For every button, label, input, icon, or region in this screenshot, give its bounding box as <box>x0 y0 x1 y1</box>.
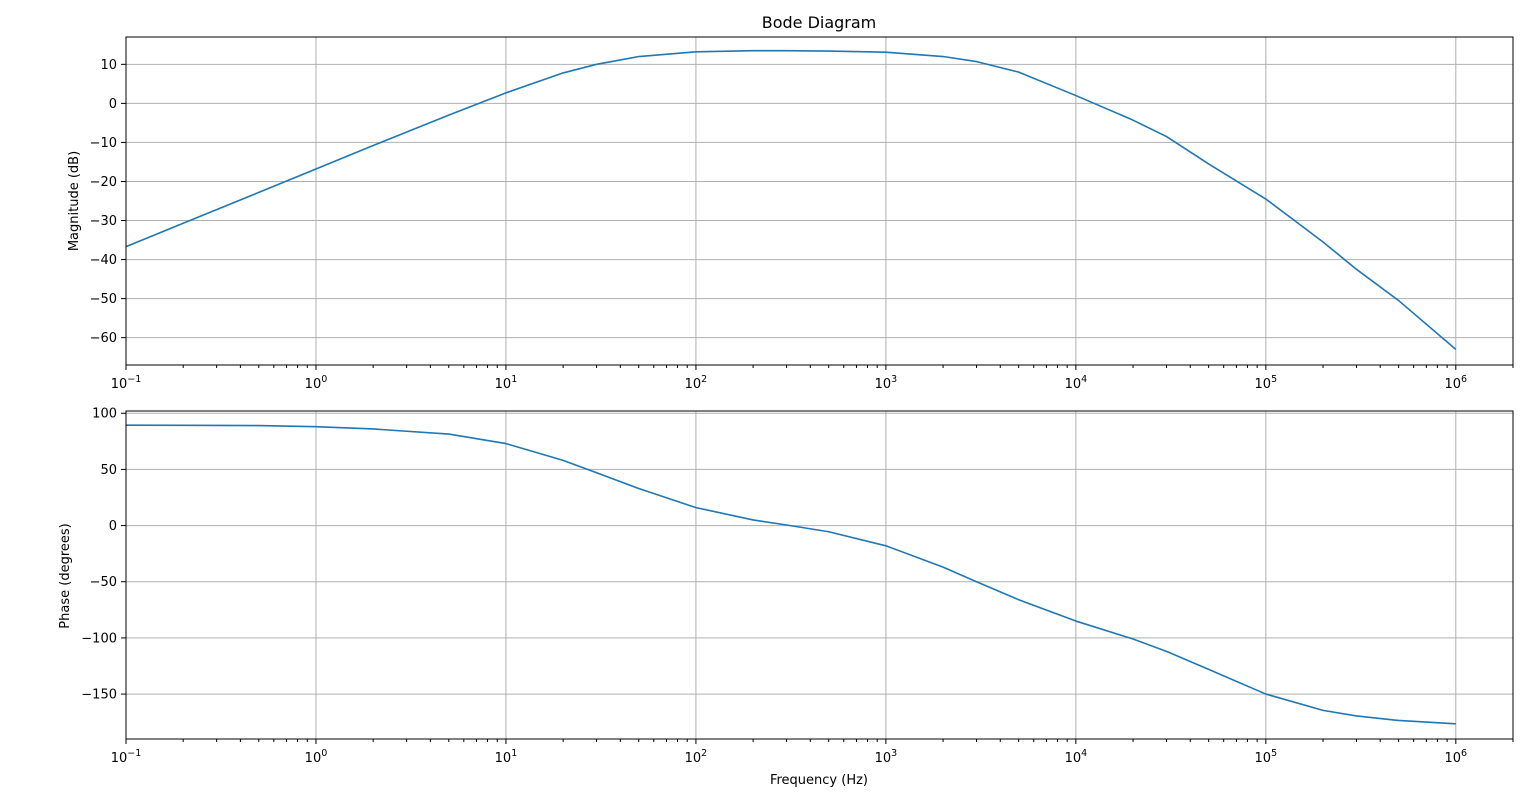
magnitude-axes-frame <box>125 36 1514 366</box>
phase-x-tick-label: 101 <box>495 748 518 766</box>
magnitude-y-axis-label: Magnitude (dB) <box>67 151 82 251</box>
magnitude-y-tick-label: −50 <box>90 292 117 307</box>
magnitude-y-tick-label: 0 <box>109 97 117 112</box>
magnitude-x-tick-label: 10−1 <box>111 374 142 392</box>
magnitude-y-tick-label: −30 <box>90 214 117 229</box>
phase-y-tick-label: 50 <box>100 463 117 478</box>
phase-y-axis-label: Phase (degrees) <box>58 523 73 628</box>
phase-x-tick-label: 100 <box>305 748 328 766</box>
magnitude-x-tick-label: 106 <box>1445 374 1468 392</box>
frequency-x-axis-label: Frequency (Hz) <box>770 773 868 788</box>
magnitude-x-tick-label: 102 <box>685 374 708 392</box>
phase-y-tick-label: −100 <box>81 631 117 646</box>
phase-y-tick-label: −150 <box>81 688 117 703</box>
phase-axes-frame <box>125 410 1514 740</box>
magnitude-y-tick-label: 10 <box>100 58 117 73</box>
phase-x-tick-label: 105 <box>1255 748 1278 766</box>
phase-axes: 10−1 100 101 102 103 104 105 106 100 50 0 −50 −100 −1… <box>81 407 1514 766</box>
phase-x-tick-label: 103 <box>875 748 898 766</box>
magnitude-y-tick-label: −60 <box>90 331 117 346</box>
magnitude-y-tick-label: −10 <box>90 136 117 151</box>
phase-y-tick-label: 0 <box>109 519 117 534</box>
magnitude-series-line <box>125 49 1457 350</box>
magnitude-x-tick-label: 105 <box>1255 374 1278 392</box>
phase-x-tick-label: 102 <box>685 748 708 766</box>
magnitude-x-tick-label: 101 <box>495 374 518 392</box>
phase-y-tick-label: −50 <box>90 575 117 590</box>
phase-x-tick-label: 10−1 <box>111 748 142 766</box>
magnitude-x-tick-label: 100 <box>305 374 328 392</box>
phase-y-tick-label: 100 <box>92 407 117 422</box>
magnitude-x-tick-label: 103 <box>875 374 898 392</box>
phase-series-line <box>125 424 1456 725</box>
phase-x-tick-label: 104 <box>1065 748 1088 766</box>
magnitude-axes: 10−1 100 101 102 103 104 105 106100−10−20−30−40… <box>90 36 1514 392</box>
magnitude-y-tick-label: −40 <box>90 253 117 268</box>
magnitude-x-tick-label: 104 <box>1065 374 1088 392</box>
chart-title: Bode Diagram <box>762 13 877 32</box>
magnitude-y-tick-label: −20 <box>90 175 117 190</box>
phase-x-tick-label: 106 <box>1445 748 1468 766</box>
